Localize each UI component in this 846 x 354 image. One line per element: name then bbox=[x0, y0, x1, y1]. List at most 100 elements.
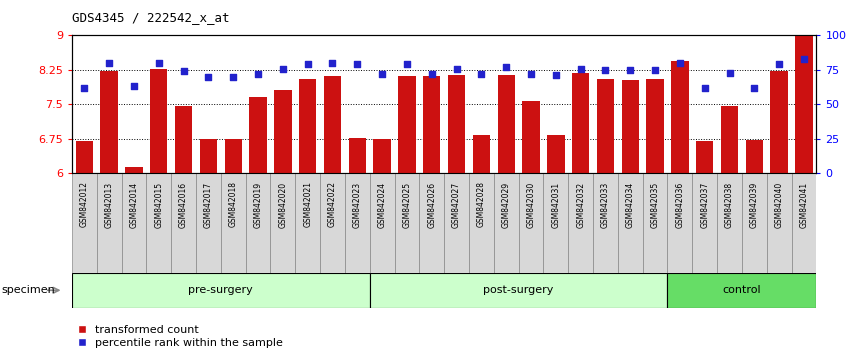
Point bbox=[722, 70, 736, 75]
Bar bbox=[72, 173, 96, 273]
Text: GDS4345 / 222542_x_at: GDS4345 / 222542_x_at bbox=[72, 11, 229, 24]
Bar bbox=[766, 173, 792, 273]
Text: GSM842028: GSM842028 bbox=[477, 181, 486, 227]
Text: GSM842041: GSM842041 bbox=[799, 181, 809, 228]
Point bbox=[400, 62, 414, 67]
Text: specimen: specimen bbox=[2, 285, 56, 295]
Point bbox=[326, 60, 339, 66]
Bar bbox=[543, 173, 569, 273]
Bar bbox=[469, 173, 494, 273]
Bar bbox=[146, 173, 171, 273]
Point bbox=[549, 73, 563, 78]
Bar bbox=[717, 173, 742, 273]
Point bbox=[624, 67, 637, 73]
Text: GSM842025: GSM842025 bbox=[403, 181, 411, 228]
Point bbox=[599, 67, 613, 73]
Bar bbox=[572, 73, 590, 173]
Point bbox=[276, 66, 289, 72]
Bar bbox=[643, 173, 667, 273]
Point bbox=[450, 66, 464, 72]
Point bbox=[772, 62, 786, 67]
Bar bbox=[271, 173, 295, 273]
Bar bbox=[497, 75, 515, 173]
Bar bbox=[175, 106, 192, 173]
Text: GSM842035: GSM842035 bbox=[651, 181, 660, 228]
Point bbox=[376, 71, 389, 77]
Bar bbox=[667, 173, 692, 273]
Bar bbox=[200, 139, 217, 173]
Text: GSM842033: GSM842033 bbox=[601, 181, 610, 228]
Text: post-surgery: post-surgery bbox=[483, 285, 554, 295]
Text: GSM842038: GSM842038 bbox=[725, 181, 734, 228]
Point bbox=[525, 71, 538, 77]
Point bbox=[574, 66, 587, 72]
Bar bbox=[122, 173, 146, 273]
Bar bbox=[250, 97, 266, 173]
Text: GSM842016: GSM842016 bbox=[179, 181, 188, 228]
Bar bbox=[618, 173, 643, 273]
Bar bbox=[494, 173, 519, 273]
Text: GSM842024: GSM842024 bbox=[377, 181, 387, 228]
Bar bbox=[742, 173, 766, 273]
Point bbox=[648, 67, 662, 73]
Text: GSM842040: GSM842040 bbox=[775, 181, 783, 228]
Text: GSM842037: GSM842037 bbox=[700, 181, 709, 228]
Text: GSM842039: GSM842039 bbox=[750, 181, 759, 228]
Bar bbox=[667, 273, 816, 308]
Text: GSM842020: GSM842020 bbox=[278, 181, 288, 228]
Bar bbox=[295, 173, 320, 273]
Bar bbox=[101, 71, 118, 173]
Bar bbox=[349, 138, 366, 173]
Bar bbox=[394, 173, 420, 273]
Bar bbox=[522, 101, 540, 173]
Text: GSM842013: GSM842013 bbox=[105, 181, 113, 228]
Text: GSM842012: GSM842012 bbox=[80, 181, 89, 227]
Bar bbox=[320, 173, 345, 273]
Bar bbox=[398, 76, 415, 173]
Text: GSM842030: GSM842030 bbox=[526, 181, 536, 228]
Point bbox=[177, 68, 190, 74]
Point bbox=[673, 60, 687, 66]
Bar bbox=[646, 79, 664, 173]
Bar bbox=[745, 140, 763, 173]
Bar bbox=[221, 173, 245, 273]
Bar bbox=[692, 173, 717, 273]
Bar bbox=[196, 173, 221, 273]
Text: GSM842017: GSM842017 bbox=[204, 181, 213, 228]
Point bbox=[301, 62, 315, 67]
Bar bbox=[299, 79, 316, 173]
Point bbox=[350, 62, 364, 67]
Point bbox=[152, 60, 166, 66]
Text: GSM842034: GSM842034 bbox=[626, 181, 634, 228]
Text: GSM842029: GSM842029 bbox=[502, 181, 511, 228]
Point bbox=[201, 74, 215, 80]
Bar bbox=[150, 69, 168, 173]
Point bbox=[78, 85, 91, 91]
Point bbox=[425, 71, 438, 77]
Point bbox=[475, 71, 488, 77]
Bar bbox=[444, 173, 469, 273]
Bar bbox=[771, 71, 788, 173]
Text: GSM842031: GSM842031 bbox=[552, 181, 560, 228]
Bar bbox=[125, 166, 143, 173]
Point bbox=[748, 85, 761, 91]
Bar bbox=[596, 79, 614, 173]
Bar bbox=[171, 173, 196, 273]
Point bbox=[698, 85, 711, 91]
Bar bbox=[423, 76, 441, 173]
Text: GSM842027: GSM842027 bbox=[452, 181, 461, 228]
Point bbox=[102, 60, 116, 66]
Bar bbox=[420, 173, 444, 273]
Text: GSM842022: GSM842022 bbox=[328, 181, 337, 227]
Point bbox=[797, 56, 810, 62]
Bar bbox=[569, 173, 593, 273]
Bar bbox=[370, 273, 667, 308]
Bar bbox=[245, 173, 271, 273]
Bar bbox=[473, 135, 490, 173]
Bar bbox=[547, 135, 564, 173]
Bar bbox=[370, 173, 394, 273]
Bar bbox=[75, 141, 93, 173]
Text: GSM842023: GSM842023 bbox=[353, 181, 362, 228]
Point bbox=[227, 74, 240, 80]
Text: GSM842018: GSM842018 bbox=[228, 181, 238, 227]
